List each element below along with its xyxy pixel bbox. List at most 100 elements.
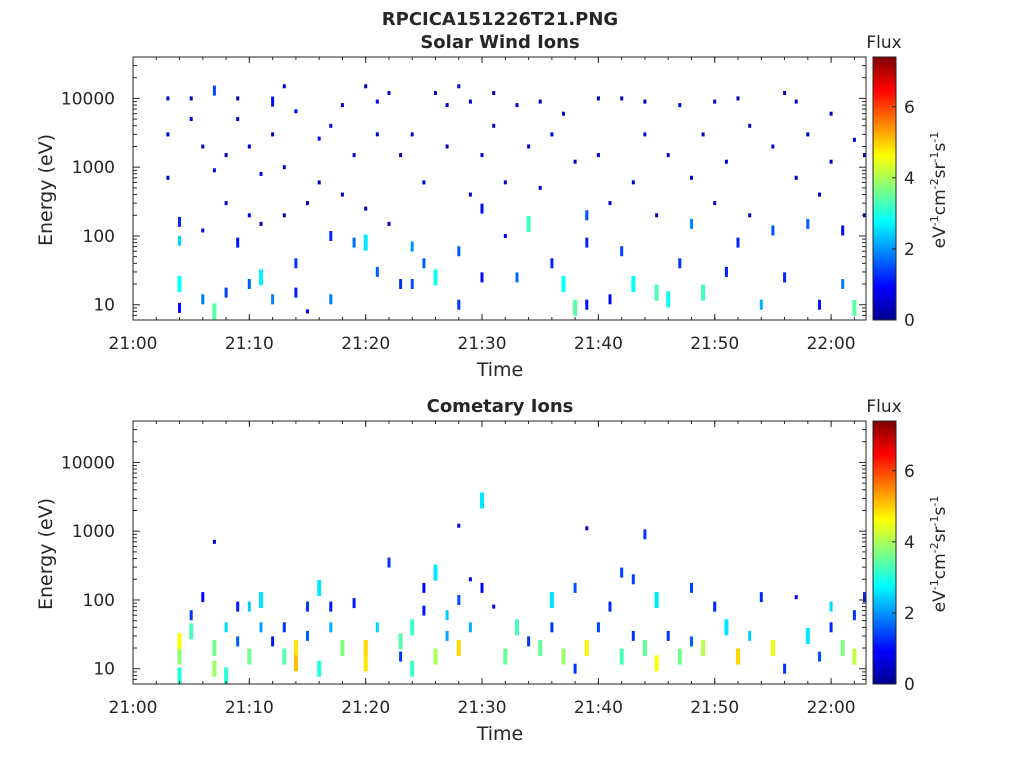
y-tick-label: 10 <box>93 660 115 680</box>
flux-cell <box>306 630 309 641</box>
flux-cell <box>736 648 740 665</box>
flux-cell <box>643 529 647 540</box>
flux-cell <box>201 228 205 233</box>
flux-cell <box>783 272 787 283</box>
y-tick-label: 100 <box>83 591 115 611</box>
flux-cell <box>841 225 845 236</box>
plot-frame <box>132 420 867 685</box>
flux-cell <box>236 117 240 122</box>
flux-cell <box>364 206 368 211</box>
flux-cell <box>852 648 857 665</box>
y-tick-label: 10000 <box>61 89 115 109</box>
flux-cell <box>771 225 775 236</box>
flux-cell <box>399 153 403 158</box>
flux-cell <box>573 299 578 316</box>
flux-cell <box>643 132 647 137</box>
flux-cell <box>410 241 414 252</box>
flux-cell <box>759 299 763 310</box>
flux-cell <box>759 592 763 603</box>
x-axis-label: Time <box>476 723 524 745</box>
flux-cell <box>422 582 426 593</box>
panel-title: Cometary Ions <box>427 396 574 417</box>
flux-cell <box>643 99 647 104</box>
colorbar-units-label: eV-1cm-2sr-1s-1 <box>928 496 950 613</box>
flux-cell <box>468 577 472 582</box>
x-tick-label: 22:00 <box>807 698 856 718</box>
flux-cell <box>201 294 205 305</box>
flux-cell <box>701 132 705 137</box>
flux-cell <box>818 651 821 662</box>
flux-cell <box>631 180 635 185</box>
flux-cell <box>247 648 252 665</box>
flux-cell <box>515 619 519 636</box>
colorbar-tick-label: 0 <box>904 675 915 695</box>
flux-cell <box>178 235 181 246</box>
flux-cell <box>677 648 682 665</box>
flux-cell <box>212 640 217 656</box>
flux-cell <box>492 604 496 609</box>
flux-cell <box>166 175 170 180</box>
flux-cell <box>398 633 403 650</box>
flux-cell <box>306 309 309 314</box>
colorbar-tick-label: 0 <box>904 311 915 331</box>
flux-cell <box>562 111 565 116</box>
flux-cell <box>666 630 670 641</box>
flux-cell <box>713 201 717 206</box>
flux-cell <box>282 165 286 170</box>
y-tick-label: 10000 <box>61 453 115 473</box>
flux-cell <box>549 592 554 608</box>
flux-cell <box>224 667 229 684</box>
flux-cell <box>620 246 624 257</box>
colorbar-ticks: 0 2 4 6 <box>892 462 915 695</box>
flux-cell <box>166 96 170 101</box>
flux-cell <box>445 144 449 149</box>
flux-cell <box>177 648 182 665</box>
flux-cell <box>212 660 217 677</box>
flux-cell <box>434 91 437 95</box>
flux-cell <box>818 299 821 310</box>
colorbar-units-label: eV-1cm-2sr-1s-1 <box>928 132 950 249</box>
flux-cell <box>224 622 228 633</box>
y-axis-label: Energy (eV) <box>35 498 57 610</box>
y-axis-label: Energy (eV) <box>35 134 57 246</box>
flux-cell <box>480 203 484 214</box>
flux-cell <box>550 622 554 633</box>
flux-cell <box>352 237 356 248</box>
flux-cell <box>690 218 693 229</box>
flux-cell <box>678 103 682 108</box>
flux-cell <box>654 655 659 672</box>
flux-cell <box>666 291 671 308</box>
flux-cell <box>177 633 182 650</box>
flux-cell <box>457 299 461 310</box>
flux-cell <box>678 258 682 269</box>
flux-cell <box>596 96 600 101</box>
flux-cell <box>375 132 379 137</box>
flux-cell <box>306 601 309 612</box>
flux-cell <box>282 84 286 89</box>
flux-cell <box>550 132 554 137</box>
flux-cell <box>329 601 333 612</box>
flux-cell <box>585 526 589 531</box>
flux-cell <box>561 276 566 292</box>
flux-cell <box>189 610 193 621</box>
flux-cell <box>259 622 263 633</box>
flux-cell <box>690 175 693 180</box>
flux-cell <box>259 592 263 608</box>
flux-cell <box>736 237 740 248</box>
flux-cell <box>329 622 333 633</box>
flux-cell <box>294 109 298 114</box>
x-axis: 21:00 21:10 21:20 21:30 21:40 21:50 22:00 <box>109 57 856 354</box>
flux-cell <box>282 622 286 633</box>
x-tick-label: 21:40 <box>574 698 623 718</box>
flux-cell <box>480 272 484 283</box>
flux-cell <box>189 96 193 101</box>
colorbar-scale <box>872 56 897 321</box>
flux-cell <box>480 582 484 593</box>
flux-cell <box>654 284 659 301</box>
flux-cell <box>224 201 228 206</box>
flux-cell <box>340 192 344 197</box>
flux-cell <box>713 601 717 612</box>
flux-cell <box>596 622 600 633</box>
panel-title: Solar Wind Ions <box>420 32 579 53</box>
flux-cell <box>224 287 228 298</box>
